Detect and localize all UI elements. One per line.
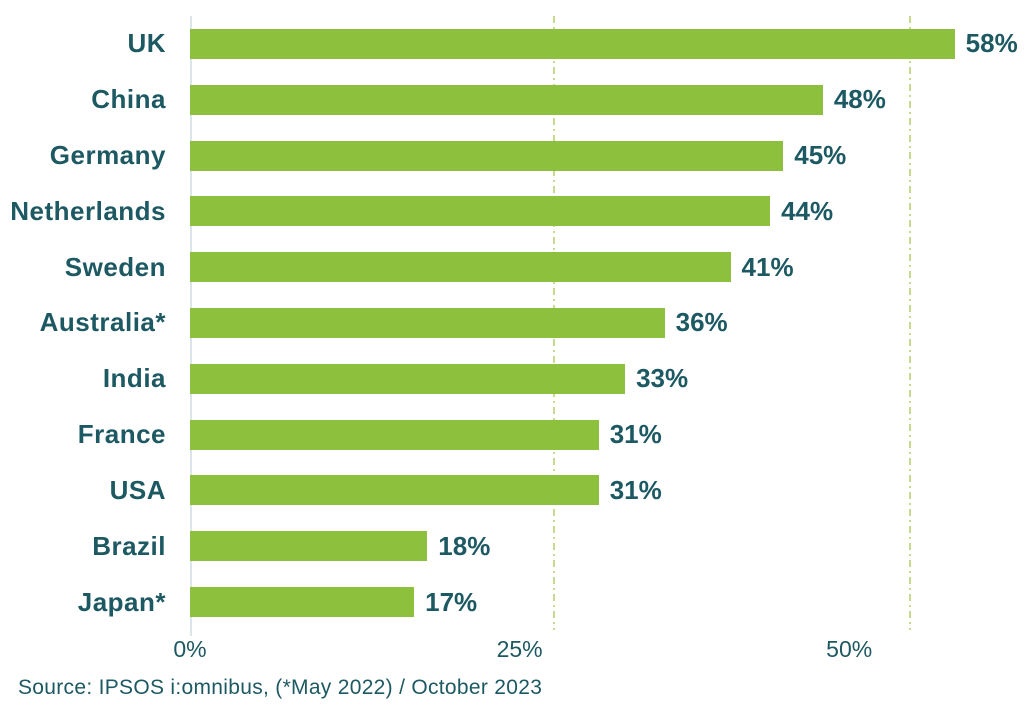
category-label: Germany (49, 140, 166, 171)
bar-track: 18% (190, 530, 1014, 562)
bar (190, 587, 415, 618)
value-label: 31% (609, 474, 662, 505)
bar-row: USA 31% (0, 463, 1014, 519)
bar (190, 307, 665, 338)
bar-track: 36% (190, 307, 1014, 338)
bar (190, 84, 823, 115)
bar-track: 58% (190, 28, 1018, 59)
x-tick-50: 50% (826, 636, 873, 662)
value-label: 18% (438, 530, 491, 561)
bar-track: 45% (190, 140, 1014, 171)
category-label: USA (109, 474, 166, 505)
bar-track: 31% (190, 419, 1014, 450)
bar-row: Brazil 18% (0, 518, 1014, 574)
value-label: 17% (425, 586, 478, 617)
bar-track: 31% (190, 474, 1014, 506)
value-label: 45% (794, 140, 847, 171)
category-label: India (102, 363, 166, 394)
category-label: France (77, 419, 166, 450)
bar (190, 531, 428, 562)
category-label: China (91, 84, 166, 115)
bar-rows: UK 58% China 48% Germany 45% Netherlands… (0, 16, 1018, 630)
value-label: 44% (781, 195, 834, 226)
bar (190, 196, 771, 227)
bar (190, 419, 599, 450)
gridline-50 (909, 16, 912, 630)
bar-row: India 33% (0, 351, 1014, 407)
bar-track: 17% (190, 586, 1014, 618)
category-label: Netherlands (10, 195, 166, 226)
bar-row: China 48% (0, 72, 1014, 128)
value-label: 31% (609, 419, 662, 450)
value-label: 48% (833, 84, 886, 115)
bar (190, 363, 626, 394)
x-tick-25: 25% (496, 636, 543, 662)
bar-row: France 31% (0, 407, 1014, 463)
category-label: Sweden (64, 251, 166, 282)
bar (190, 252, 731, 283)
value-label: 33% (636, 363, 689, 394)
bar (190, 475, 599, 506)
bar (190, 28, 955, 59)
bar-track: 48% (190, 84, 1014, 115)
bar-track: 44% (190, 195, 1014, 227)
bar-row: Australia* 36% (0, 295, 1014, 351)
category-label: Japan* (77, 586, 166, 617)
category-label: Australia* (39, 307, 166, 338)
value-label: 58% (965, 28, 1018, 59)
x-axis: 0% 25% 50% (173, 636, 1014, 668)
bar (190, 140, 784, 171)
value-label: 36% (675, 307, 728, 338)
category-label: UK (127, 28, 166, 59)
value-label: 41% (741, 251, 794, 282)
bar-row: Sweden 41% (0, 239, 1014, 295)
bar-row: Germany 45% (0, 128, 1014, 184)
x-tick-0: 0% (173, 636, 207, 662)
source-note: Source: IPSOS i:omnibus, (*May 2022) / O… (18, 676, 543, 699)
bar-row: Japan* 17% (0, 574, 1014, 630)
bar-row: UK 58% (0, 16, 1018, 72)
category-label: Brazil (92, 530, 166, 561)
bar-track: 33% (190, 363, 1014, 394)
bar-track: 41% (190, 251, 1014, 283)
bar-row: Netherlands 44% (0, 183, 1014, 239)
